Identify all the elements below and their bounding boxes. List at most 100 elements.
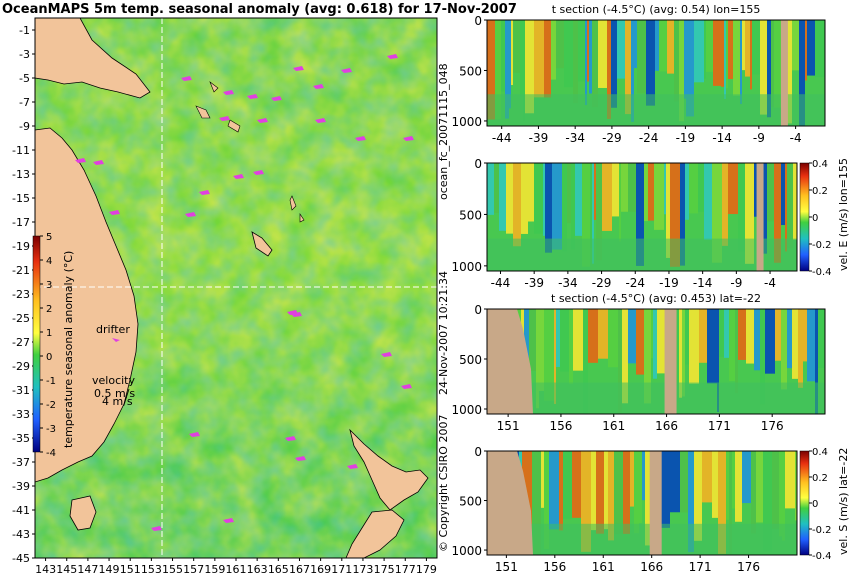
section-field-stripe xyxy=(511,20,513,86)
section-field-stripe xyxy=(604,451,608,530)
section-field-stripe xyxy=(645,451,653,546)
section-panel-frame xyxy=(486,162,798,272)
section-land-mask xyxy=(664,309,677,414)
section-land-mask xyxy=(780,20,788,126)
section-field-stripe xyxy=(707,309,717,384)
map-colorbar-bar xyxy=(32,235,41,453)
section-x-tick-label: 171 xyxy=(689,560,712,574)
section-field-stripe xyxy=(654,163,664,230)
section-field-stripe xyxy=(636,309,644,375)
section-colorbar-bar xyxy=(799,162,810,272)
map-colorbar-tick-label: 4 xyxy=(46,256,52,267)
section-land-mask xyxy=(649,451,662,555)
section-colorbar-tick-label: 0.4 xyxy=(812,159,828,170)
section-field-stripe xyxy=(551,20,556,80)
section-field-stripe xyxy=(608,451,614,541)
section-field-stripe xyxy=(544,20,551,98)
section-field-stripe xyxy=(704,163,712,240)
section-field-stripe xyxy=(655,20,659,71)
timestamp: 24-Nov-2007 10:21:34 xyxy=(437,271,450,395)
section-field-stripe xyxy=(539,309,544,391)
section-field-stripe xyxy=(628,309,636,364)
section-field-stripe xyxy=(724,20,726,99)
section-field-stripe xyxy=(765,309,775,374)
section-field-stripe xyxy=(524,309,529,371)
section-field-stripe xyxy=(728,163,738,215)
section-colorbar-bar xyxy=(799,450,810,556)
section-field-stripe xyxy=(630,451,634,507)
section-field-stripe xyxy=(680,451,688,513)
map-y-tick-label: -25 xyxy=(12,312,30,325)
section-field-stripe xyxy=(646,20,655,106)
section-y-tick-label: 0 xyxy=(474,445,482,459)
map-colorbar-tick-label: 3 xyxy=(46,280,52,291)
section-x-tick-label: 156 xyxy=(549,419,572,433)
section-field-stripe xyxy=(775,309,781,361)
section-field-stripe xyxy=(637,20,646,94)
section-field-stripe xyxy=(592,20,598,108)
section-field-stripe xyxy=(745,163,754,264)
drifter-marker xyxy=(199,190,210,195)
section-field-stripe xyxy=(556,309,560,367)
map-y-tick-label: -39 xyxy=(12,480,30,493)
section-field-stripe xyxy=(587,20,589,82)
section-panel-frame xyxy=(486,308,826,415)
map-x-tick-label: 165 xyxy=(268,563,289,576)
map-colorbar-tick-label: -4 xyxy=(46,448,56,459)
section-field-stripe xyxy=(798,309,803,388)
map-colorbar-tick-label: -3 xyxy=(46,424,56,435)
map-x-tick-label: 153 xyxy=(141,563,162,576)
section-field-stripe xyxy=(781,309,787,390)
section-field-stripe xyxy=(543,163,545,236)
forecast-id: ocean_fc_20071115_048 xyxy=(437,63,450,200)
drifter-marker xyxy=(189,432,200,437)
section-field-stripe xyxy=(792,309,798,379)
map-y-tick-label: -5 xyxy=(19,72,30,85)
section-field-stripe xyxy=(729,309,735,382)
drifter-marker xyxy=(223,518,234,523)
map-y-tick-label: -3 xyxy=(19,48,30,61)
section-field-stripe xyxy=(525,20,534,114)
section-panel-1: t section (-4.5°C) (avg: 0.54) lon=155 0 5… xyxy=(451,3,826,145)
section-field-stripe xyxy=(689,163,698,214)
section-field-stripe xyxy=(631,20,634,122)
section-panels: t section (-4.5°C) (avg: 0.54) lon=155 0 5… xyxy=(451,3,850,574)
section-x-tick-label: -29 xyxy=(602,131,622,145)
section-x-tick-label: 171 xyxy=(708,419,731,433)
section-x-tick-label: -29 xyxy=(592,276,612,290)
drifter-label: drifter xyxy=(96,323,130,336)
section-field-stripe xyxy=(767,20,771,118)
section-field-stripe xyxy=(545,163,552,253)
section-field-stripe xyxy=(564,20,573,88)
section-field-stripe xyxy=(781,163,785,226)
section-field-stripe xyxy=(698,163,704,212)
section-field-stripe xyxy=(523,20,525,121)
section-panel-4: 0 500 1000 151 156 161 166 171 176 0.4 0.2 0 -0.2 -0.… xyxy=(451,445,850,574)
section-panel-frame xyxy=(486,19,826,127)
tasmania-land xyxy=(69,495,97,531)
section-field-stripe xyxy=(653,309,657,379)
section-field-stripe xyxy=(752,20,760,75)
drifter-marker xyxy=(223,90,234,95)
drifter-marker xyxy=(93,160,104,165)
section-field-stripe xyxy=(746,309,754,364)
section-field-stripe xyxy=(636,163,644,266)
section-field-stripe xyxy=(602,163,612,231)
vanuatu-land xyxy=(289,195,305,223)
section-field-stripe xyxy=(639,451,642,524)
section-panel-frame xyxy=(486,450,798,556)
section-field-stripe xyxy=(689,309,699,384)
section-field-stripe xyxy=(614,451,623,535)
section-field-stripe xyxy=(666,163,670,258)
drifter-marker xyxy=(315,118,326,123)
map-y-tick-label: -1 xyxy=(19,24,30,37)
section-x-tick-label: -19 xyxy=(676,131,696,145)
map-y-tick-label: -7 xyxy=(19,96,30,109)
map-y-tick-label: -27 xyxy=(12,336,30,349)
section-field-stripe xyxy=(590,163,592,248)
section-y-tick-label: 1000 xyxy=(451,260,482,274)
section-field-stripe xyxy=(815,20,825,78)
section-field-stripe xyxy=(617,20,625,79)
drifter-marker xyxy=(271,96,282,101)
map-x-tick-label: 167 xyxy=(289,563,310,576)
